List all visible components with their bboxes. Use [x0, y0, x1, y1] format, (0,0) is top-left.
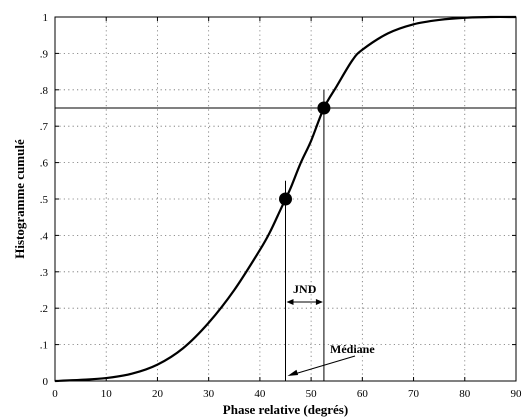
x-axis-label: Phase relative (degrés)	[223, 402, 348, 417]
series-layer	[54, 15, 517, 383]
cumulative-curve	[54, 15, 517, 383]
y-tick-label: .4	[40, 230, 49, 242]
jnd-arrow-head-right	[315, 299, 323, 305]
x-tick-label: 30	[203, 388, 215, 400]
y-axis-label: Histogramme cumulé	[12, 139, 27, 259]
y-tick-label: .1	[40, 340, 48, 352]
x-tick-label: 90	[511, 388, 522, 400]
seventy-five-percent-marker	[317, 101, 331, 115]
y-tick-label: 1	[43, 12, 49, 24]
x-tick-label: 20	[152, 388, 164, 400]
median-arrow-line	[294, 355, 356, 375]
jnd-label: JND	[293, 282, 317, 296]
median-arrow-head	[287, 369, 299, 376]
x-tick-label: 80	[459, 388, 471, 400]
x-tick-label: 0	[52, 388, 58, 400]
x-tick-label: 10	[101, 388, 113, 400]
y-tick-label: .2	[40, 303, 48, 315]
y-tick-label: 0	[43, 376, 49, 388]
y-tick-label: .9	[40, 48, 49, 60]
y-tick-label: .5	[40, 194, 49, 206]
annotation-layer: JND Médiane	[286, 282, 375, 376]
tick-layer: 0 10 20 30 40 50 60 70 80 90 0 .1 .2 .3 .4 .5 .6 .7 .8 .9 1	[40, 12, 522, 400]
y-tick-label: .8	[40, 85, 49, 97]
reference-lines	[55, 89, 516, 381]
median-label: Médiane	[330, 342, 375, 356]
marker-layer	[279, 101, 331, 206]
x-tick-label: 40	[254, 388, 266, 400]
median-marker	[279, 192, 292, 206]
x-tick-label: 50	[306, 388, 318, 400]
x-tick-label: 70	[408, 388, 420, 400]
y-tick-label: .3	[40, 267, 49, 279]
y-tick-label: .6	[40, 158, 49, 170]
jnd-arrow-head-left	[286, 299, 294, 305]
x-tick-label: 60	[357, 388, 369, 400]
y-tick-label: .7	[40, 121, 49, 133]
